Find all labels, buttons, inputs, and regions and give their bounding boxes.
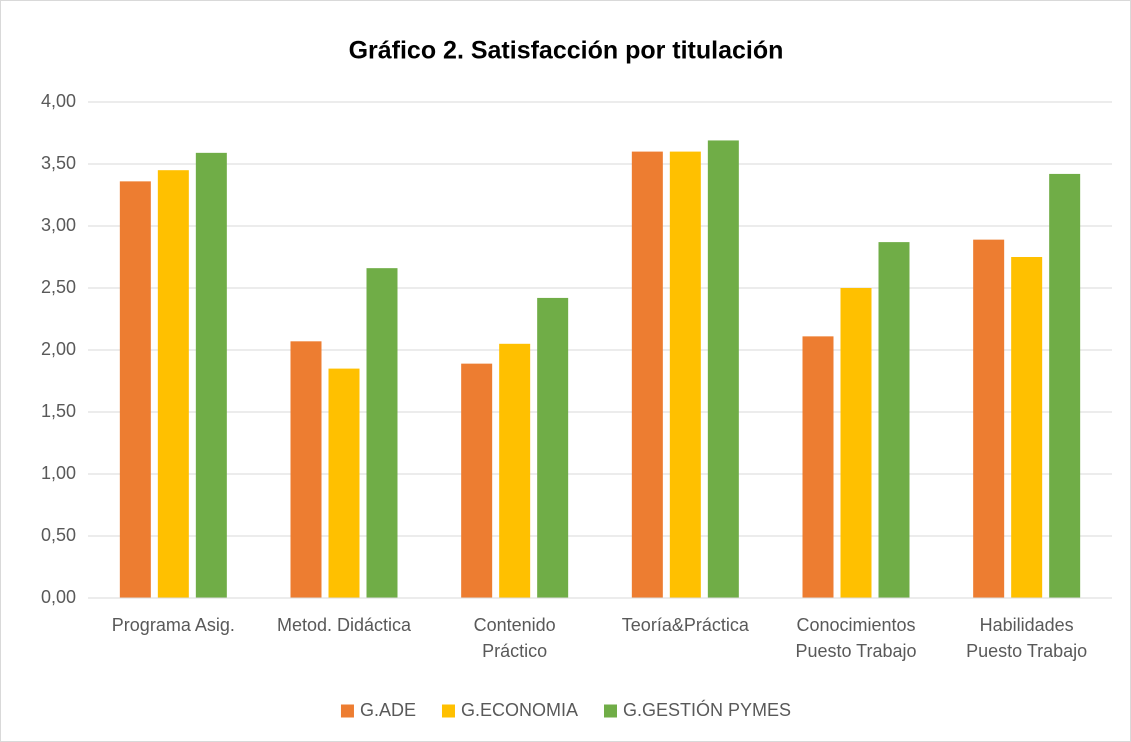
bar — [119, 181, 151, 599]
y-tick-label: 1,50 — [41, 401, 76, 421]
bar — [631, 151, 663, 598]
bar — [669, 151, 701, 598]
x-tick-label-box: Contenido Práctico — [473, 615, 556, 661]
x-tick-label: Habilidades Puesto Trabajo — [966, 615, 1088, 661]
bar — [366, 268, 398, 598]
bar — [290, 341, 322, 598]
y-tick-label: 4,00 — [41, 91, 76, 111]
x-tick-label: Conocimientos Puesto Trabajo — [795, 615, 917, 661]
bar — [1011, 257, 1043, 598]
x-tick-label: Programa Asig. — [111, 615, 235, 635]
x-tick-label-box: Habilidades Puesto Trabajo — [966, 615, 1088, 661]
bar — [707, 140, 739, 598]
legend-swatch — [604, 704, 617, 718]
chart-title: Gráfico 2. Satisfacción por titulación — [349, 37, 784, 65]
y-tick-label: 0,50 — [41, 525, 76, 545]
x-tick-label: Teoría&Práctica — [621, 615, 749, 635]
legend-label: G.ADE — [360, 700, 416, 720]
bar — [157, 170, 189, 598]
bar — [802, 336, 834, 598]
x-tick-label: Contenido Práctico — [473, 615, 556, 661]
legend-label: G.ECONOMIA — [461, 700, 578, 720]
y-tick-label: 3,50 — [41, 153, 76, 173]
legend-swatch — [441, 704, 455, 718]
bar — [195, 152, 227, 598]
y-tick-label: 0,00 — [41, 587, 76, 607]
x-tick-label-box: Programa Asig. — [111, 615, 235, 635]
x-tick-label-box: Metod. Didáctica — [276, 615, 412, 635]
bar — [1049, 173, 1081, 599]
x-tick-label-box: Conocimientos Puesto Trabajo — [795, 615, 917, 661]
y-tick-label: 1,00 — [41, 463, 76, 483]
bar — [840, 288, 872, 598]
legend: G.ADE G.ECONOMIA G.GESTIÓN PYMES — [340, 699, 791, 720]
x-tick-label: Metod. Didáctica — [276, 615, 412, 635]
y-tick-label: 3,00 — [41, 215, 76, 235]
legend-swatch — [340, 704, 354, 718]
bar — [328, 368, 360, 598]
bar — [973, 239, 1005, 598]
bar — [537, 297, 569, 598]
y-tick-label: 2,00 — [41, 339, 76, 359]
bar — [878, 242, 910, 598]
bar — [461, 363, 493, 598]
x-tick-label-box: Teoría&Práctica — [621, 615, 749, 635]
y-tick-label: 2,50 — [41, 277, 76, 297]
legend-label: G.GESTIÓN PYMES — [623, 699, 791, 720]
bar — [499, 343, 531, 598]
